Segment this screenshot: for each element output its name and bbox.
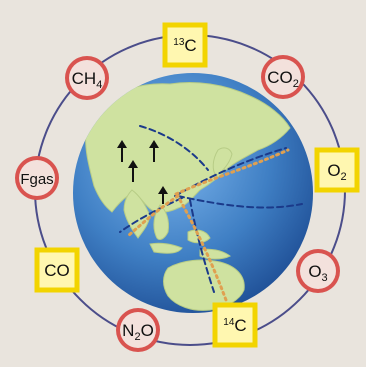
node-o2-label: O2 [327, 161, 346, 183]
arrow-up-icon [128, 160, 138, 182]
node-ch4-circle-inner [69, 60, 105, 96]
node-fgas-main: Fgas [20, 171, 53, 188]
node-n2o: N2O [116, 308, 160, 352]
node-n2o-main: N [122, 321, 134, 340]
node-c14: 14C [212, 302, 258, 348]
node-fgas-circle-inner [19, 160, 55, 196]
node-co-main: CO [44, 261, 70, 280]
node-c13: 13C [162, 22, 208, 68]
dashed-route-south [189, 199, 215, 293]
dotted-route-pacific [174, 148, 290, 196]
node-fgas: Fgas [15, 156, 59, 200]
node-c14-pre: 14 [223, 317, 235, 328]
node-co-label: CO [44, 261, 70, 280]
eurasia-landmass [85, 82, 291, 213]
globe [73, 73, 313, 313]
node-o3: O3 [296, 249, 340, 293]
node-n2o-tail: O [141, 321, 154, 340]
node-c14-main: C [234, 316, 246, 335]
southeast-asia-landmass [153, 204, 169, 240]
dotted-route-asia [126, 194, 180, 238]
node-c14-square [212, 302, 258, 348]
node-o2-sub: 2 [341, 171, 347, 183]
node-o3-sub: 3 [322, 272, 328, 284]
dotted-route-australia [178, 198, 228, 302]
japan-landmass [212, 147, 233, 177]
node-o2-square [314, 147, 360, 193]
node-c13-pre: 13 [173, 37, 185, 48]
node-co: CO [34, 247, 80, 293]
node-c14-label: 14C [223, 316, 246, 335]
dashed-route-west [119, 197, 183, 233]
node-o3-circle-inner [300, 253, 336, 289]
node-co2-sub: 2 [293, 78, 299, 90]
node-n2o-label: N2O [122, 321, 154, 343]
node-co2: CO2 [261, 55, 305, 99]
node-c13-label: 13C [173, 36, 196, 55]
node-o3-label: O3 [308, 262, 327, 284]
dashed-route-north [139, 125, 209, 171]
arrow-up-icon [117, 140, 127, 162]
node-n2o-circle-inner [120, 312, 156, 348]
node-n2o-sub: 2 [134, 331, 140, 343]
node-co2-label: CO2 [267, 68, 299, 90]
arrow-up-icon [149, 140, 159, 162]
node-c13-square [162, 22, 208, 68]
india-landmass [123, 189, 151, 239]
node-co2-main: CO [267, 68, 293, 87]
node-o3-main: O [308, 262, 321, 281]
dashed-route-pacific [177, 195, 303, 209]
node-o2-main: O [327, 161, 340, 180]
node-ch4-sub: 4 [96, 79, 102, 91]
globe-land [85, 82, 291, 311]
node-c13-main: C [184, 36, 196, 55]
node-co-square [34, 247, 80, 293]
node-o2: O2 [314, 147, 360, 193]
node-ch4-label: CH4 [72, 69, 103, 91]
arrow-up-icon [158, 186, 168, 204]
node-fgas-label: Fgas [20, 171, 53, 188]
upward-arrows [117, 140, 168, 204]
node-co2-circle-inner [265, 59, 301, 95]
node-ch4-main: CH [72, 69, 97, 88]
node-ch4: CH4 [65, 56, 109, 100]
flight-routes [119, 125, 303, 302]
